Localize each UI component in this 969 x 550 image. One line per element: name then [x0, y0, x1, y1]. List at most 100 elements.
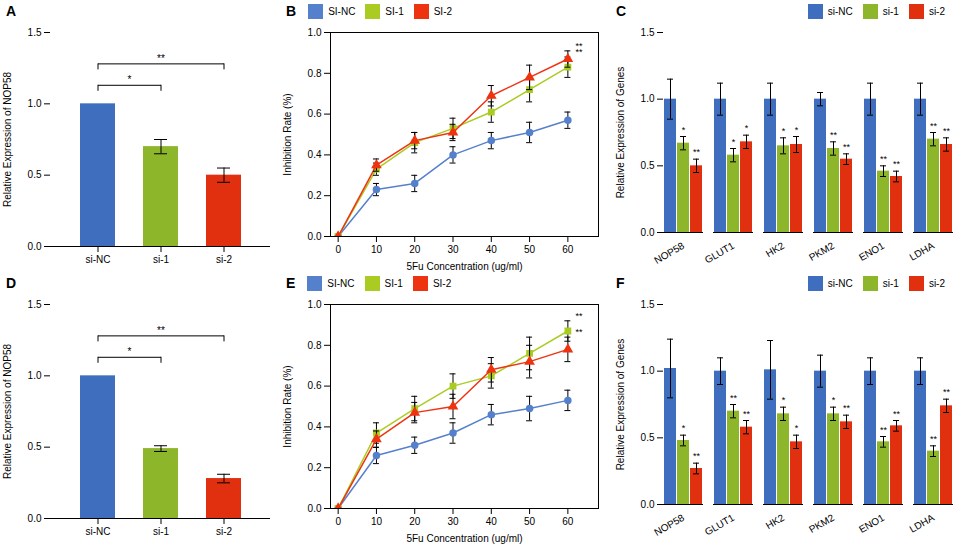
- svg-text:ENO1: ENO1: [857, 512, 886, 535]
- svg-text:*: *: [732, 137, 736, 147]
- svg-text:1.5: 1.5: [641, 299, 655, 310]
- svg-text:**: **: [830, 130, 838, 140]
- svg-text:10: 10: [371, 516, 383, 527]
- svg-text:1.5: 1.5: [28, 299, 42, 310]
- svg-text:0.6: 0.6: [308, 380, 322, 391]
- svg-text:0: 0: [335, 244, 341, 255]
- svg-text:*: *: [128, 346, 132, 357]
- svg-text:**: **: [576, 327, 584, 337]
- svg-text:*: *: [782, 126, 786, 136]
- svg-text:GLUT1: GLUT1: [703, 240, 737, 266]
- svg-text:0.0: 0.0: [308, 231, 322, 242]
- svg-text:Relative Expression of Genes: Relative Expression of Genes: [615, 67, 626, 199]
- svg-text:10: 10: [371, 244, 383, 255]
- svg-text:*: *: [682, 423, 686, 433]
- svg-text:**: **: [893, 409, 901, 419]
- svg-text:20: 20: [409, 244, 421, 255]
- svg-text:**: **: [730, 393, 738, 403]
- svg-text:si-2: si-2: [216, 254, 233, 265]
- svg-text:0.8: 0.8: [308, 68, 322, 79]
- svg-text:LDHA: LDHA: [907, 512, 936, 535]
- svg-text:ENO1: ENO1: [857, 240, 886, 263]
- svg-text:**: **: [893, 159, 901, 169]
- svg-text:Relative Expression of NOP58: Relative Expression of NOP58: [2, 72, 13, 208]
- svg-text:40: 40: [486, 244, 498, 255]
- svg-text:LDHA: LDHA: [907, 240, 936, 263]
- svg-text:5Fu Concentration (ug/ml): 5Fu Concentration (ug/ml): [406, 533, 522, 544]
- svg-text:**: **: [157, 53, 165, 64]
- svg-text:**: **: [880, 425, 888, 435]
- svg-text:**: **: [943, 387, 951, 397]
- svg-text:**: **: [576, 41, 584, 51]
- svg-text:Inhibition Rate (%): Inhibition Rate (%): [282, 93, 293, 175]
- svg-text:**: **: [843, 403, 851, 413]
- svg-text:HK2: HK2: [764, 512, 787, 531]
- svg-text:1.0: 1.0: [641, 93, 655, 104]
- svg-text:*: *: [832, 395, 836, 405]
- svg-text:**: **: [843, 142, 851, 152]
- svg-text:1.5: 1.5: [641, 27, 655, 38]
- html-text:SI-NC: SI-NC: [328, 5, 356, 17]
- svg-text:30: 30: [447, 516, 459, 527]
- svg-text:**: **: [693, 147, 701, 157]
- svg-text:0.0: 0.0: [28, 513, 42, 524]
- svg-text:Inhibition Rate (%): Inhibition Rate (%): [282, 365, 293, 447]
- svg-text:1.0: 1.0: [28, 370, 42, 381]
- svg-text:60: 60: [562, 516, 574, 527]
- svg-text:NOP58: NOP58: [652, 240, 686, 266]
- svg-text:0.5: 0.5: [641, 432, 655, 443]
- svg-text:50: 50: [524, 244, 536, 255]
- svg-text:*: *: [782, 395, 786, 405]
- svg-text:Relative Expression of NOP58: Relative Expression of NOP58: [2, 344, 13, 480]
- svg-text:0.4: 0.4: [308, 421, 322, 432]
- svg-text:si-1: si-1: [153, 254, 170, 265]
- svg-text:1.0: 1.0: [308, 299, 322, 310]
- svg-text:0.6: 0.6: [308, 108, 322, 119]
- svg-text:si-NC: si-NC: [86, 254, 111, 265]
- svg-text:30: 30: [447, 244, 459, 255]
- svg-text:PKM2: PKM2: [807, 240, 836, 263]
- svg-text:si-NC: si-NC: [86, 526, 111, 537]
- svg-text:1.0: 1.0: [308, 27, 322, 38]
- svg-text:**: **: [880, 154, 888, 164]
- svg-text:20: 20: [409, 516, 421, 527]
- svg-text:Relative Expression of Genes: Relative Expression of Genes: [615, 339, 626, 471]
- svg-text:0: 0: [335, 516, 341, 527]
- svg-text:0.0: 0.0: [641, 499, 655, 510]
- svg-text:**: **: [157, 325, 165, 336]
- svg-text:1.5: 1.5: [28, 27, 42, 38]
- svg-text:60: 60: [562, 244, 574, 255]
- svg-text:0.5: 0.5: [641, 160, 655, 171]
- svg-text:*: *: [682, 125, 686, 135]
- svg-text:NOP58: NOP58: [652, 512, 686, 538]
- svg-text:50: 50: [524, 516, 536, 527]
- svg-text:si-2: si-2: [216, 526, 233, 537]
- svg-text:5Fu Concentration (ug/ml): 5Fu Concentration (ug/ml): [406, 261, 522, 272]
- svg-text:**: **: [743, 409, 751, 419]
- svg-text:**: **: [930, 121, 938, 131]
- svg-text:*: *: [795, 423, 799, 433]
- svg-text:0.0: 0.0: [28, 241, 42, 252]
- svg-text:PKM2: PKM2: [807, 512, 836, 535]
- svg-text:si-1: si-1: [153, 526, 170, 537]
- svg-text:HK2: HK2: [764, 240, 787, 259]
- svg-text:1.0: 1.0: [28, 98, 42, 109]
- svg-text:**: **: [930, 434, 938, 444]
- svg-text:0.5: 0.5: [28, 169, 42, 180]
- svg-text:40: 40: [486, 516, 498, 527]
- svg-text:0.8: 0.8: [308, 340, 322, 351]
- svg-text:**: **: [943, 126, 951, 136]
- svg-text:0.2: 0.2: [308, 462, 322, 473]
- svg-text:**: **: [693, 451, 701, 461]
- svg-text:*: *: [795, 125, 799, 135]
- svg-text:GLUT1: GLUT1: [703, 512, 737, 538]
- svg-text:*: *: [128, 74, 132, 85]
- svg-text:*: *: [745, 123, 749, 133]
- svg-text:0.5: 0.5: [28, 441, 42, 452]
- svg-text:0.2: 0.2: [308, 190, 322, 201]
- svg-text:**: **: [576, 311, 584, 321]
- svg-text:0.4: 0.4: [308, 149, 322, 160]
- svg-text:0.0: 0.0: [641, 227, 655, 238]
- svg-text:0.0: 0.0: [308, 503, 322, 514]
- svg-text:1.0: 1.0: [641, 365, 655, 376]
